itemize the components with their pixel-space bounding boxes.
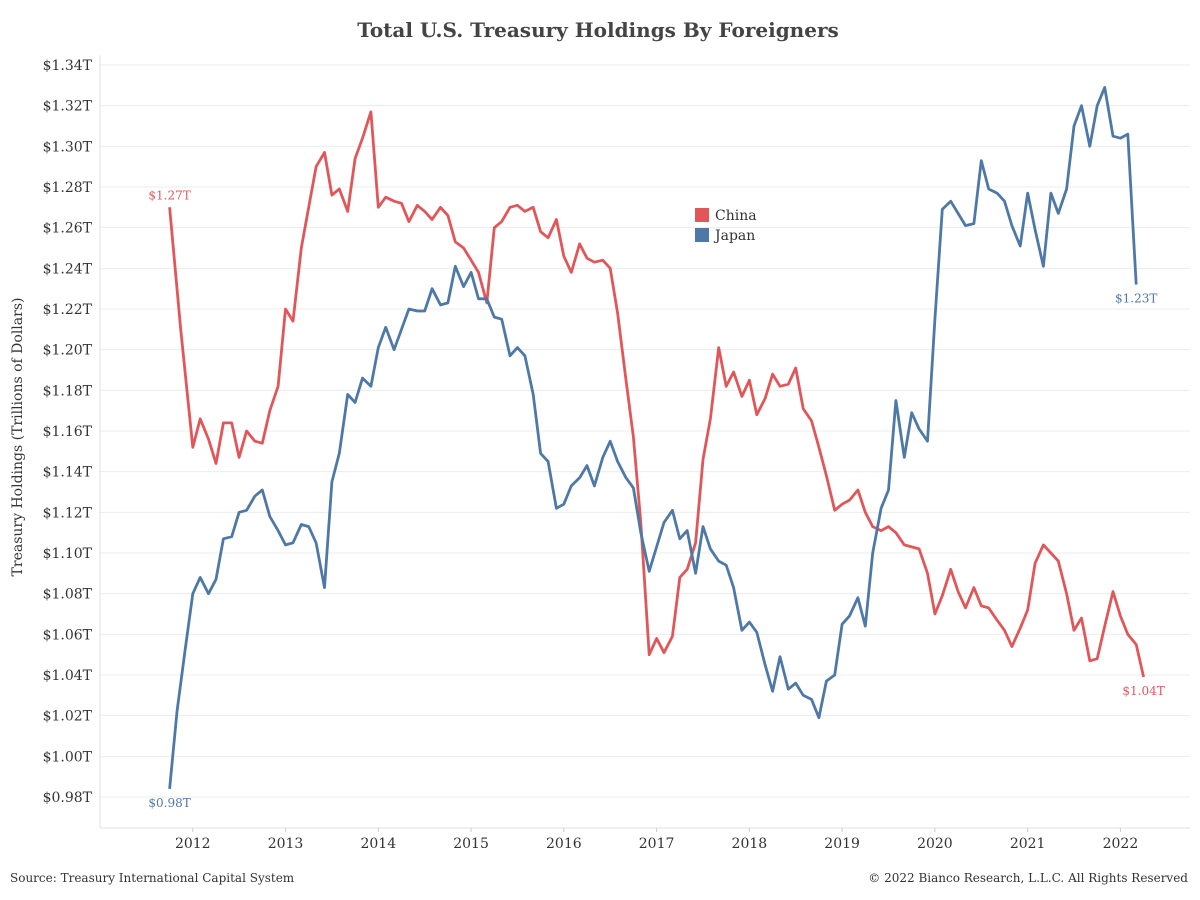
legend-label-japan: Japan xyxy=(713,228,755,244)
y-axis: $0.98T $1.00T $1.02T $1.04T $1.06T $1.08T $1.1… xyxy=(43,58,93,806)
y-tick-label: $1.02T xyxy=(43,709,93,725)
series-layer xyxy=(168,86,1145,790)
series-line-japan xyxy=(168,86,1138,790)
source-note: Source: Treasury International Capital S… xyxy=(10,871,295,885)
y-tick-label: $1.20T xyxy=(43,343,93,359)
x-tick-label: 2020 xyxy=(917,836,953,852)
x-tick-label: 2018 xyxy=(732,836,768,852)
y-tick-label: $1.12T xyxy=(43,505,93,521)
y-tick-label: $1.30T xyxy=(43,139,93,155)
y-tick-label: $1.08T xyxy=(43,587,93,603)
legend: China Japan xyxy=(695,208,757,244)
copyright-note: © 2022 Bianco Research, L.L.C. All Right… xyxy=(868,871,1188,885)
legend-swatch-japan xyxy=(695,228,709,242)
y-tick-label: $0.98T xyxy=(43,790,93,806)
legend-swatch-china xyxy=(695,208,709,222)
x-tick-label: 2012 xyxy=(175,836,211,852)
y-tick-label: $1.32T xyxy=(43,99,93,115)
start-label-china: $1.27T xyxy=(148,188,190,202)
y-tick-label: $1.26T xyxy=(43,221,93,237)
y-tick-label: $1.28T xyxy=(43,180,93,196)
series-line-china xyxy=(168,110,1145,678)
y-tick-label: $1.04T xyxy=(43,668,93,684)
x-tick-label: 2022 xyxy=(1103,836,1139,852)
y-tick-label: $1.18T xyxy=(43,383,93,399)
y-tick-label: $1.24T xyxy=(43,261,93,277)
y-tick-label: $1.22T xyxy=(43,302,93,318)
x-tick-label: 2015 xyxy=(453,836,489,852)
x-tick-label: 2016 xyxy=(546,836,582,852)
x-tick-label: 2017 xyxy=(639,836,675,852)
y-tick-label: $1.06T xyxy=(43,627,93,643)
x-tick-label: 2014 xyxy=(360,836,396,852)
y-tick-label: $1.34T xyxy=(43,58,93,74)
y-tick-label: $1.16T xyxy=(43,424,93,440)
end-labels: $1.27T $1.04T $0.98T $1.23T xyxy=(148,188,1164,810)
y-tick-label: $1.14T xyxy=(43,465,93,481)
legend-label-china: China xyxy=(715,208,757,224)
y-axis-title: Treasury Holdings (Trillions of Dollars) xyxy=(10,298,26,577)
start-label-japan: $0.98T xyxy=(148,796,190,810)
y-tick-label: $1.10T xyxy=(43,546,93,562)
chart-title: Total U.S. Treasury Holdings By Foreigne… xyxy=(357,18,838,42)
y-tick-label: $1.00T xyxy=(43,749,93,765)
end-label-china: $1.04T xyxy=(1122,684,1164,698)
x-tick-label: 2019 xyxy=(824,836,860,852)
x-tick-label: 2021 xyxy=(1010,836,1046,852)
x-tick-label: 2013 xyxy=(268,836,304,852)
x-axis: 2012 2013 2014 2015 2016 2017 2018 2019 2020 2021… xyxy=(175,828,1138,852)
end-label-japan: $1.23T xyxy=(1115,292,1157,306)
